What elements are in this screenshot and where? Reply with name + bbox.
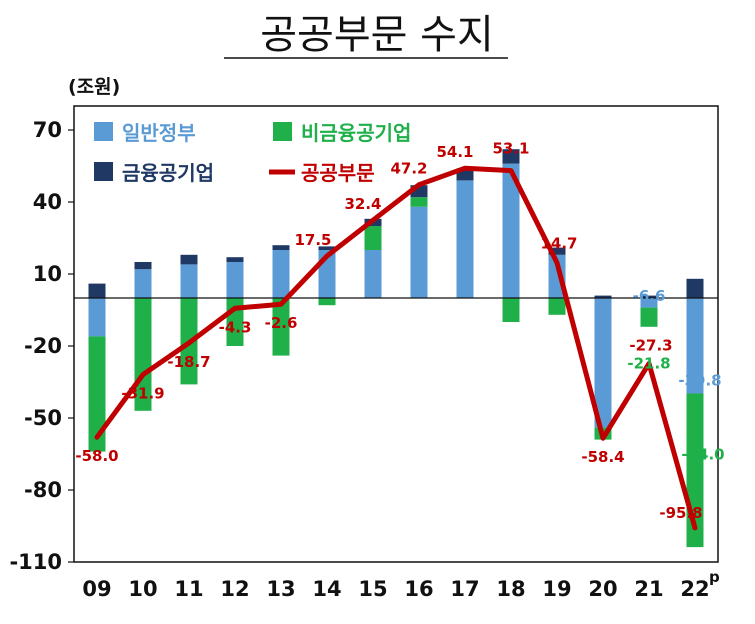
data-label: 32.4 — [344, 195, 381, 213]
y-tick-label: 10 — [33, 262, 62, 286]
legend-swatch — [94, 122, 113, 141]
data-label: 14.7 — [540, 235, 577, 253]
bar-segment — [594, 295, 612, 298]
data-label: 54.1 — [436, 143, 473, 161]
bar-segment — [88, 298, 106, 337]
bar-segment — [180, 254, 198, 265]
x-tick-label: 11 — [174, 577, 203, 601]
y-tick-label: -80 — [24, 478, 62, 502]
data-label: 53.1 — [492, 140, 529, 158]
x-tick-label: 13 — [266, 577, 295, 601]
data-label: 17.5 — [294, 231, 331, 249]
bar-segment — [502, 163, 520, 298]
x-tick-label: 16 — [404, 577, 433, 601]
x-tick-label: 12 — [220, 577, 249, 601]
legend-label: 일반정부 — [122, 121, 196, 145]
bar-segment — [364, 226, 382, 250]
legend-label: 공공부문 — [301, 161, 375, 185]
data-label: -21.8 — [627, 354, 670, 372]
series-line — [94, 165, 698, 531]
bar-segment — [134, 262, 152, 270]
data-label: -4.3 — [219, 318, 252, 336]
bar-segment — [686, 278, 704, 298]
bar-segment — [640, 295, 658, 298]
x-tick-label: 14 — [312, 577, 341, 601]
bar-segment — [456, 180, 474, 298]
y-tick-label: -20 — [24, 334, 62, 358]
legend-label: 금융공기업 — [122, 161, 214, 185]
x-tick-label: 10 — [128, 577, 157, 601]
y-tick-label: 70 — [33, 118, 62, 142]
bar-segment — [502, 298, 520, 322]
bar-segment — [410, 197, 428, 207]
bar-segment — [410, 206, 428, 298]
legend-swatch — [94, 162, 113, 181]
bar-segment — [88, 336, 106, 452]
data-label: -58.0 — [75, 447, 118, 465]
plot-area: 70 40 10 -20 -50 -80 -110 09 10 11 12 13 14 15 16 17 18 1… — [9, 105, 725, 601]
data-label: -39.8 — [678, 372, 721, 390]
data-label: -18.7 — [167, 353, 210, 371]
data-label: -2.6 — [265, 314, 298, 332]
data-label: -27.3 — [629, 337, 672, 355]
data-label: -6.6 — [633, 287, 666, 305]
x-tick-superscript: p — [709, 568, 720, 586]
bar-segment — [88, 283, 106, 298]
bar-segment — [318, 298, 336, 306]
bar-segment — [272, 250, 290, 298]
bar-segment — [272, 245, 290, 250]
legend-swatch — [273, 122, 292, 141]
legend-label: 비금융공기업 — [301, 121, 411, 145]
plot-frame — [73, 105, 719, 563]
data-label: -64.0 — [681, 446, 724, 464]
data-label: -58.4 — [581, 448, 624, 466]
y-axis-unit: (조원) — [68, 76, 120, 98]
bar-segment — [548, 298, 566, 315]
x-tick-label: 17 — [450, 577, 479, 601]
x-tick-label: 22 — [680, 577, 709, 601]
x-tick-label: 20 — [588, 577, 617, 601]
chart-title: 공공부문 수지 — [260, 12, 494, 58]
x-tick-label: 15 — [358, 577, 387, 601]
bar-segment — [180, 264, 198, 298]
y-tick-label: 40 — [33, 190, 62, 214]
x-tick-label: 19 — [542, 577, 571, 601]
bar-segment — [640, 307, 658, 327]
bar-segment — [686, 298, 704, 394]
bar-segment — [226, 262, 244, 298]
data-label: -31.9 — [121, 385, 164, 403]
bar-segment — [134, 269, 152, 298]
data-label: -95.8 — [659, 504, 702, 522]
x-tick-label: 21 — [634, 577, 663, 601]
y-tick-label: -50 — [24, 406, 62, 430]
bar-segment — [272, 298, 290, 356]
y-tick-label: -110 — [9, 550, 62, 574]
x-tick-label: 09 — [82, 577, 111, 601]
bar-segment — [502, 149, 520, 164]
bar-segment — [640, 298, 658, 308]
bar-segment — [364, 250, 382, 298]
bar-segment — [594, 298, 612, 428]
bar-segment — [318, 246, 336, 250]
bar-segment — [226, 257, 244, 262]
data-label: 47.2 — [390, 160, 427, 178]
bar-segment — [548, 247, 566, 255]
x-tick-label: 18 — [496, 577, 525, 601]
